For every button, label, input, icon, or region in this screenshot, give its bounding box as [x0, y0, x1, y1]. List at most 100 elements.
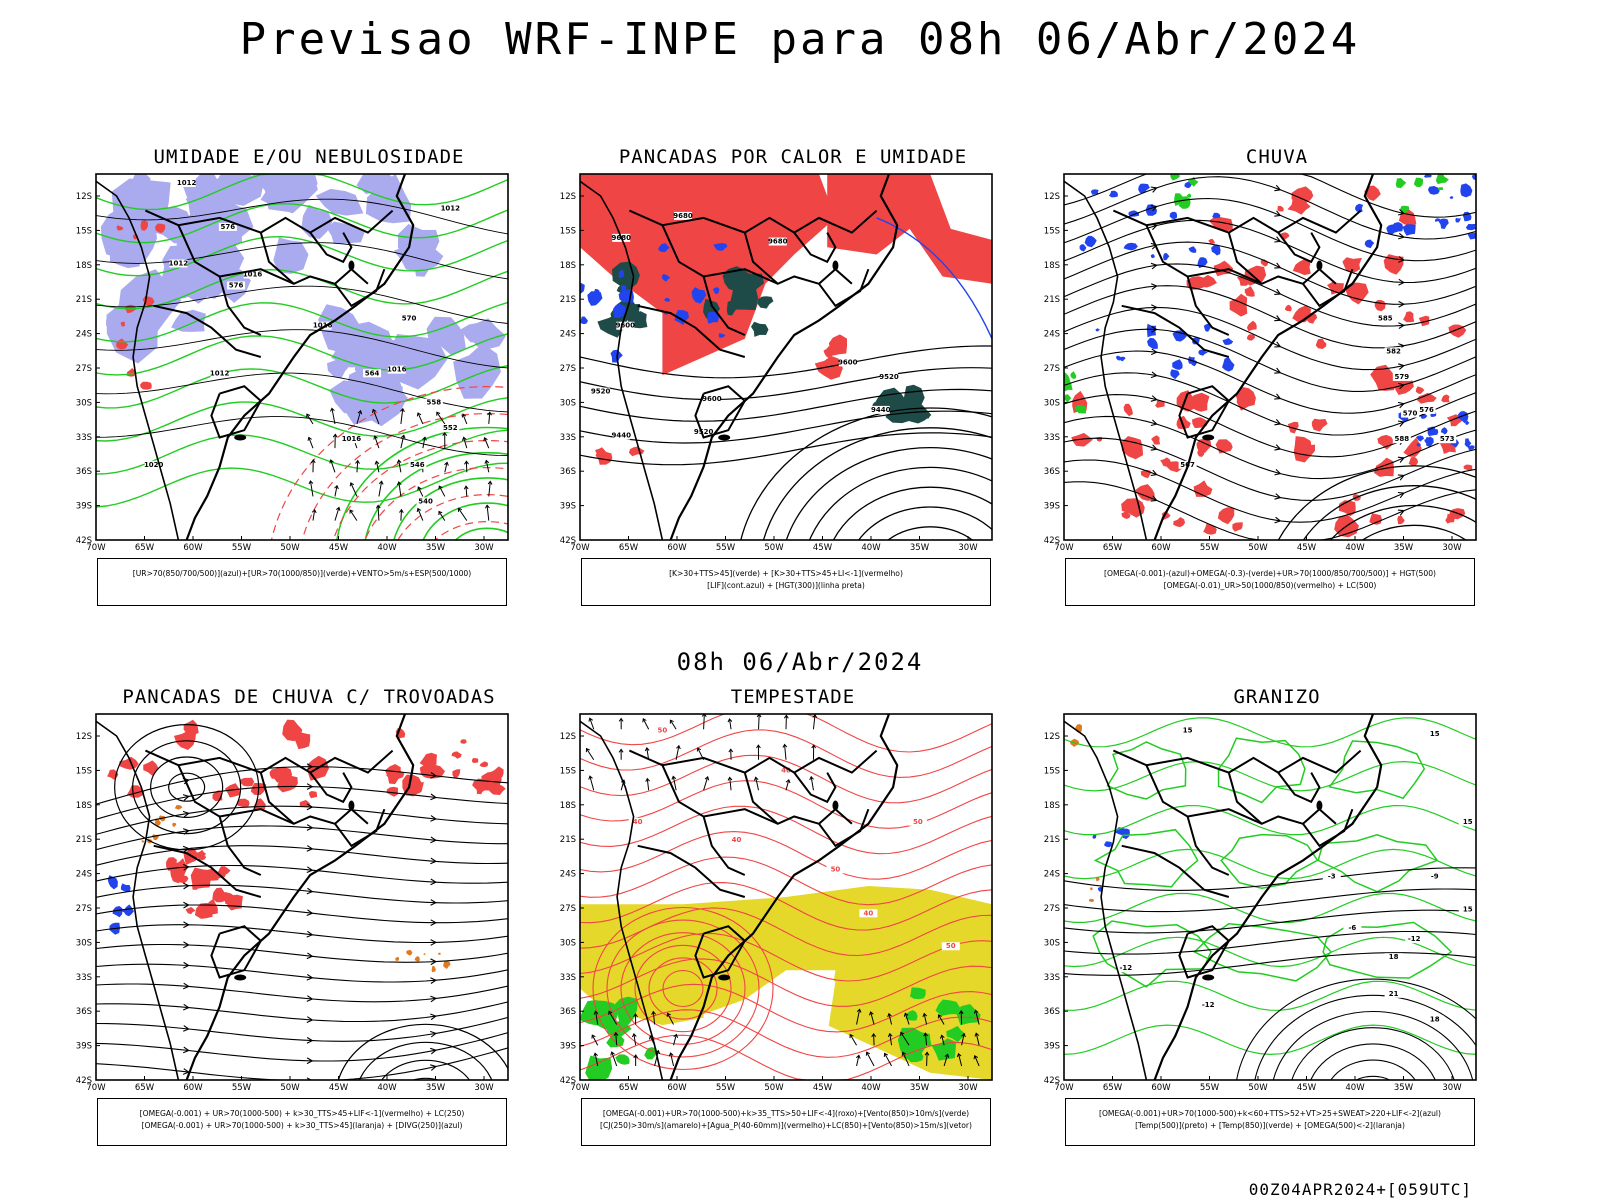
wind-vector: [488, 412, 491, 425]
wind-vector: [785, 779, 790, 791]
wind-vector: [417, 508, 424, 521]
wind-vector-head: [944, 1053, 950, 1058]
lon-tick-label: 55W: [232, 1083, 252, 1093]
green-contour: [454, 527, 508, 540]
rain-area-red: [1463, 464, 1473, 471]
red-blob: [828, 334, 847, 356]
wind-vector: [398, 481, 402, 497]
wind-vector-head: [399, 508, 404, 513]
humidity-area-upper: [327, 356, 349, 378]
lat-tick-label: 12S: [560, 192, 576, 202]
rain-area-red: [1123, 403, 1133, 417]
streamline-arrow: [1398, 300, 1406, 308]
rain-area-red: [1417, 392, 1437, 404]
lat-tick-label: 36S: [76, 1007, 92, 1017]
wind-vector-head: [484, 459, 490, 464]
contour-line: [1064, 285, 1476, 349]
streamline-arrow: [1275, 539, 1276, 540]
contour-label: 50: [913, 818, 923, 826]
lat-tick-label: 33S: [560, 973, 576, 983]
storm-area-orange: [152, 834, 159, 841]
wind-vector: [884, 1053, 893, 1067]
streamline-arrow: [430, 919, 438, 926]
streamline-arrow: [1397, 474, 1405, 481]
contour-label: 1012: [177, 179, 197, 187]
lc250-contour: [358, 1041, 493, 1080]
contour-line: [1064, 350, 1476, 414]
streamline-arrow: [183, 882, 190, 890]
lc850-contour: [592, 906, 774, 1071]
hgt500-contour: [1277, 465, 1476, 540]
wind-vector-head: [610, 1051, 615, 1056]
rain-area-blue: [1438, 218, 1449, 229]
rain-area-red: [1278, 232, 1290, 240]
streamline-arrow: [1274, 419, 1282, 426]
contour-label-bg: [210, 369, 229, 378]
streamline-arrow: [183, 901, 190, 909]
contour-label-bg: [1178, 726, 1197, 735]
contour-line: [580, 729, 992, 778]
wind-vector: [926, 1052, 928, 1066]
blue-contour-area: [661, 274, 671, 282]
humidity-area-upper: [130, 174, 151, 198]
teal-area: [757, 296, 774, 309]
lc250-contour: [381, 1059, 471, 1080]
rain-area-green: [1074, 405, 1087, 414]
wind-vector-head: [727, 776, 733, 781]
rain-area-red: [1364, 185, 1381, 201]
wind-vector-head: [939, 1034, 945, 1039]
contour-line: [1064, 1024, 1476, 1056]
streamline-arrow: [430, 1030, 438, 1038]
lon-tick-label: 35W: [1394, 1083, 1414, 1093]
rain-area-red: [1121, 436, 1144, 460]
wind-vector: [372, 409, 380, 425]
contour-label: 1016: [313, 322, 333, 330]
rain-area-blue: [1163, 252, 1170, 261]
contour-line: [1064, 481, 1476, 540]
rain-area-red: [1291, 186, 1314, 204]
wind-vector-head: [961, 1032, 966, 1038]
streamline-arrow: [306, 995, 314, 1002]
storm-area-red: [212, 887, 228, 903]
storm-area-red: [299, 800, 311, 807]
map-frame: [579, 713, 993, 1081]
country-border: [259, 232, 295, 285]
country-border: [637, 304, 746, 358]
rain-area-blue: [1464, 438, 1472, 448]
rain-area-blue: [1440, 427, 1448, 435]
rain-area-red: [1203, 523, 1217, 535]
country-border: [219, 807, 369, 825]
storm-area-red: [452, 769, 461, 778]
wind-vector: [675, 745, 680, 760]
temp500-contour: [1291, 1027, 1455, 1080]
rain-area-red: [1277, 205, 1284, 212]
contour-label: 1012: [441, 205, 461, 213]
wind-vector-head: [887, 1032, 893, 1038]
wind-vector: [849, 1034, 857, 1046]
wind-vector: [974, 1010, 980, 1025]
red-contour-marks: [140, 220, 148, 231]
temp850-contour: [1092, 920, 1212, 988]
lc250-contour: [150, 756, 224, 818]
wind-vector: [938, 1014, 945, 1025]
country-border: [637, 844, 746, 898]
contour-line: [96, 1047, 508, 1080]
contour-line: [1064, 306, 1476, 371]
country-border: [694, 385, 747, 439]
wind-vector-head: [357, 409, 363, 415]
streamline-arrow: [306, 909, 314, 917]
rain-area-red: [1338, 500, 1356, 517]
wind-vector-head: [375, 504, 381, 509]
contour-line: [96, 1001, 508, 1023]
streamline-arrow: [1274, 469, 1282, 476]
contour-line: [580, 805, 992, 855]
blue-contour-area: [707, 311, 719, 324]
wind-vector: [436, 411, 446, 425]
wind-vector: [654, 1050, 659, 1067]
lon-tick-label: 70W: [570, 1083, 590, 1093]
country-border: [661, 764, 746, 876]
contour-line: [1064, 848, 1476, 880]
wind-vector: [306, 413, 314, 425]
wind-vector: [673, 1034, 677, 1046]
contour-label: 540: [418, 497, 433, 505]
